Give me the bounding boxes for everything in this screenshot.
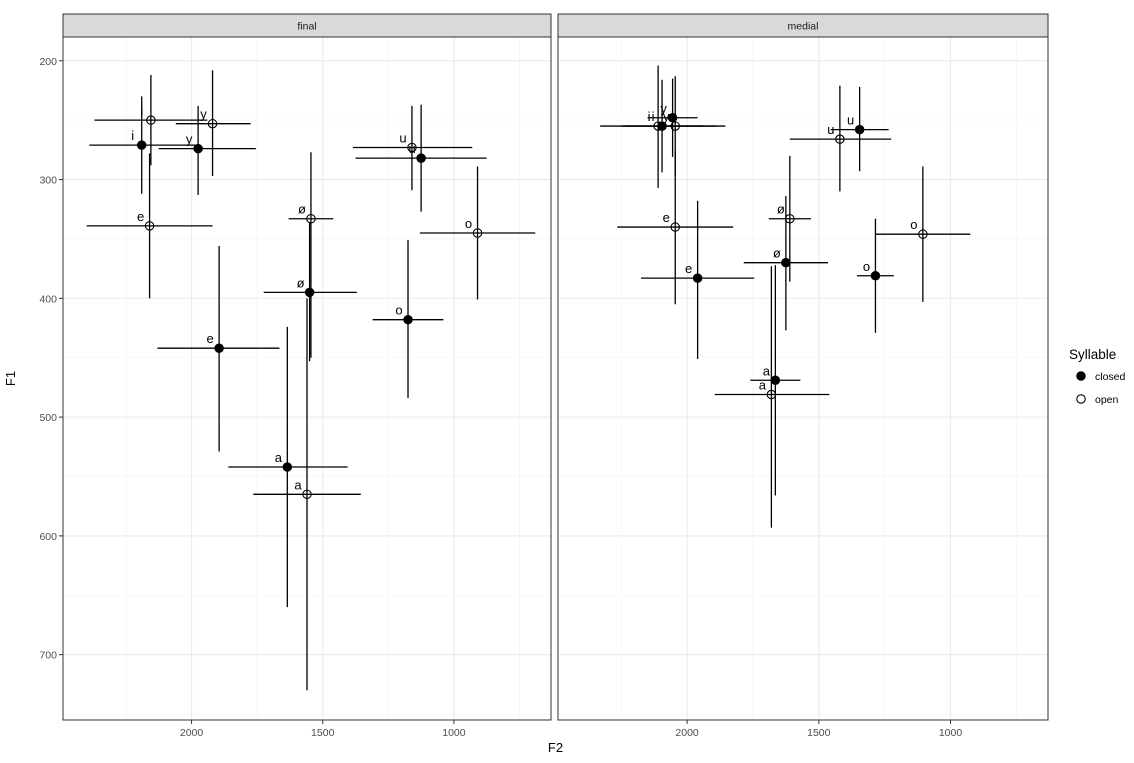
- y-tick-label: 300: [39, 175, 57, 187]
- point-closed: [214, 343, 224, 353]
- point-closed: [770, 375, 781, 386]
- x-tick-label: 2000: [180, 727, 204, 739]
- point-label: i: [648, 109, 651, 124]
- point-label: e: [137, 209, 144, 224]
- point-closed: [692, 273, 703, 283]
- point-label: u: [409, 141, 416, 156]
- point-open: [835, 134, 845, 144]
- x-axis-title: F2: [548, 740, 563, 755]
- x-tick-label: 1500: [807, 727, 831, 739]
- panel-border: [557, 36, 1049, 721]
- legend-label: closed: [1095, 371, 1126, 383]
- y-tick-label: 400: [39, 293, 57, 305]
- point-open: [407, 142, 417, 153]
- x-tick-label: 1000: [939, 727, 963, 739]
- point-label: e: [663, 210, 670, 225]
- points-layer: [136, 113, 928, 500]
- y-tick-label: 200: [39, 56, 57, 68]
- point-label: o: [910, 217, 917, 232]
- point-open: [302, 489, 312, 500]
- point-label: u: [399, 130, 406, 145]
- point-label: y: [663, 109, 670, 124]
- point-closed: [416, 153, 426, 163]
- legend-label: open: [1095, 394, 1119, 406]
- y-tick-label: 600: [39, 531, 57, 543]
- point-label: i: [652, 109, 655, 124]
- point-label: e: [685, 261, 692, 276]
- point-label: i: [131, 128, 134, 143]
- point-open: [144, 221, 155, 231]
- x-tick-label: 1000: [442, 727, 466, 739]
- point-closed: [854, 124, 865, 135]
- legend: Syllable closed open: [1069, 347, 1126, 406]
- point-closed: [193, 143, 203, 154]
- point-closed: [870, 271, 881, 281]
- point-label: ø: [777, 202, 785, 217]
- point-label: y: [200, 107, 207, 122]
- point-open: [207, 118, 218, 129]
- point-label: e: [206, 331, 213, 346]
- x-tick-label: 2000: [675, 727, 699, 739]
- point-open: [785, 213, 795, 224]
- point-label: u: [827, 122, 834, 137]
- point-closed: [657, 121, 667, 131]
- point-label: ø: [773, 246, 781, 261]
- point-label: a: [275, 450, 283, 465]
- point-open: [146, 115, 156, 125]
- point-label: y: [660, 101, 667, 116]
- point-open: [670, 121, 680, 131]
- point-label: a: [294, 477, 302, 492]
- point-label: a: [759, 378, 767, 393]
- axis-layer: 2000 1500 1000 200 300 400 500 600 700 2000 1500 10…: [3, 56, 962, 755]
- point-label: a: [763, 363, 771, 378]
- point-open: [670, 222, 680, 232]
- point-label: ø: [297, 275, 305, 290]
- y-tick-label: 500: [39, 412, 57, 424]
- legend-title: Syllable: [1069, 347, 1116, 362]
- panel-border: [62, 36, 552, 721]
- point-open: [306, 213, 316, 224]
- point-closed: [304, 287, 315, 298]
- x-tick-label: 1500: [311, 727, 335, 739]
- point-label: y: [186, 132, 193, 147]
- point-open: [472, 228, 483, 238]
- y-axis-title: F1: [3, 371, 18, 386]
- facet-strip-title: medial: [788, 21, 819, 33]
- point-open: [918, 229, 928, 239]
- point-open: [766, 389, 777, 400]
- point-label: ø: [298, 202, 306, 217]
- legend-key-open: [1076, 394, 1086, 404]
- point-closed: [781, 257, 791, 268]
- point-label: o: [863, 259, 870, 274]
- y-tick-label: 700: [39, 650, 57, 662]
- point-label: i: [140, 103, 143, 118]
- facet-strip-title: final: [297, 21, 316, 33]
- point-closed: [667, 113, 678, 123]
- panel-frames-layer: final medial: [62, 13, 1049, 721]
- point-closed: [136, 140, 147, 150]
- legend-key-closed: [1076, 371, 1086, 381]
- point-label: o: [465, 216, 472, 231]
- point-label: o: [395, 303, 402, 318]
- point-closed: [403, 314, 413, 325]
- point-label: u: [847, 113, 854, 128]
- point-closed: [282, 462, 293, 472]
